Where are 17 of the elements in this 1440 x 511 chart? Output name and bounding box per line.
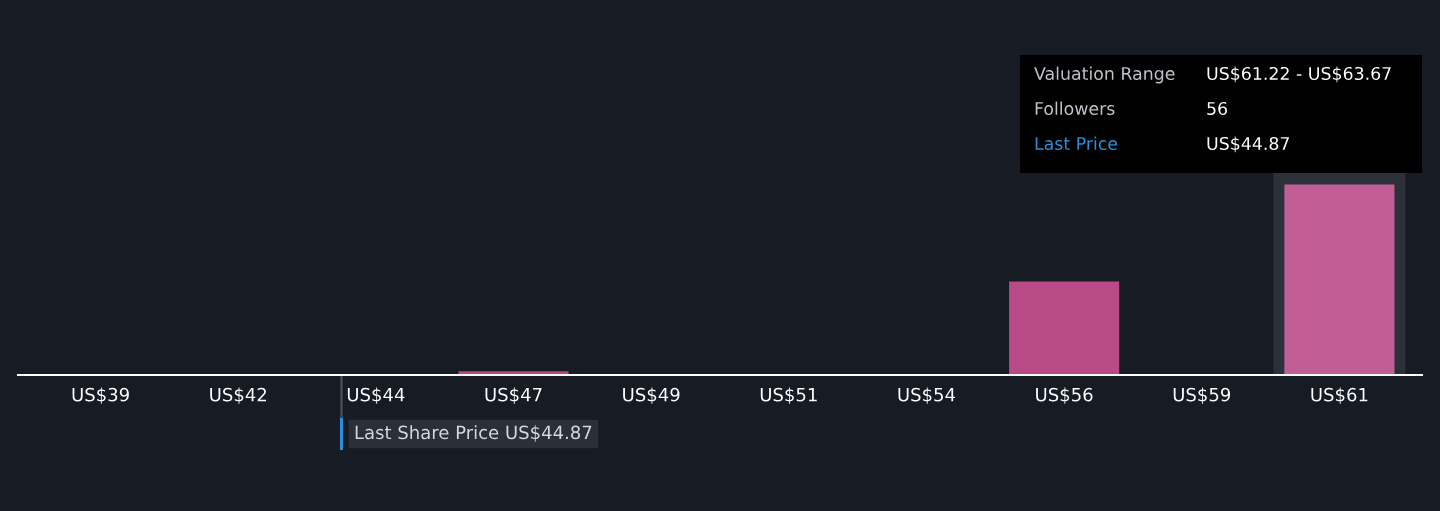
text: Valuation Range xyxy=(1034,66,1175,84)
x-tick-label: US$51 xyxy=(760,387,817,404)
text: 56 xyxy=(1207,101,1227,116)
x-tick-label: US$56 xyxy=(1036,387,1093,404)
x-tick-label: US$59 xyxy=(1173,387,1231,404)
x-tick-label: US$47 xyxy=(485,387,542,404)
text: US$61.22 - US$63.67 xyxy=(1207,66,1391,83)
text: Followers xyxy=(1035,101,1115,116)
text: US$44.87 xyxy=(1207,136,1289,153)
x-tick-label: US$61 xyxy=(1311,387,1368,404)
x-tick-label: US$54 xyxy=(898,387,956,404)
x-tick-label: US$44 xyxy=(347,387,405,404)
x-tick-label: US$39 xyxy=(72,387,129,404)
ref-line-label: Last Share Price US$44.87 xyxy=(355,425,592,442)
text: Last Price xyxy=(1035,136,1118,151)
x-tick-label: US$49 xyxy=(623,387,680,404)
x-tick-label: US$42 xyxy=(210,387,266,404)
